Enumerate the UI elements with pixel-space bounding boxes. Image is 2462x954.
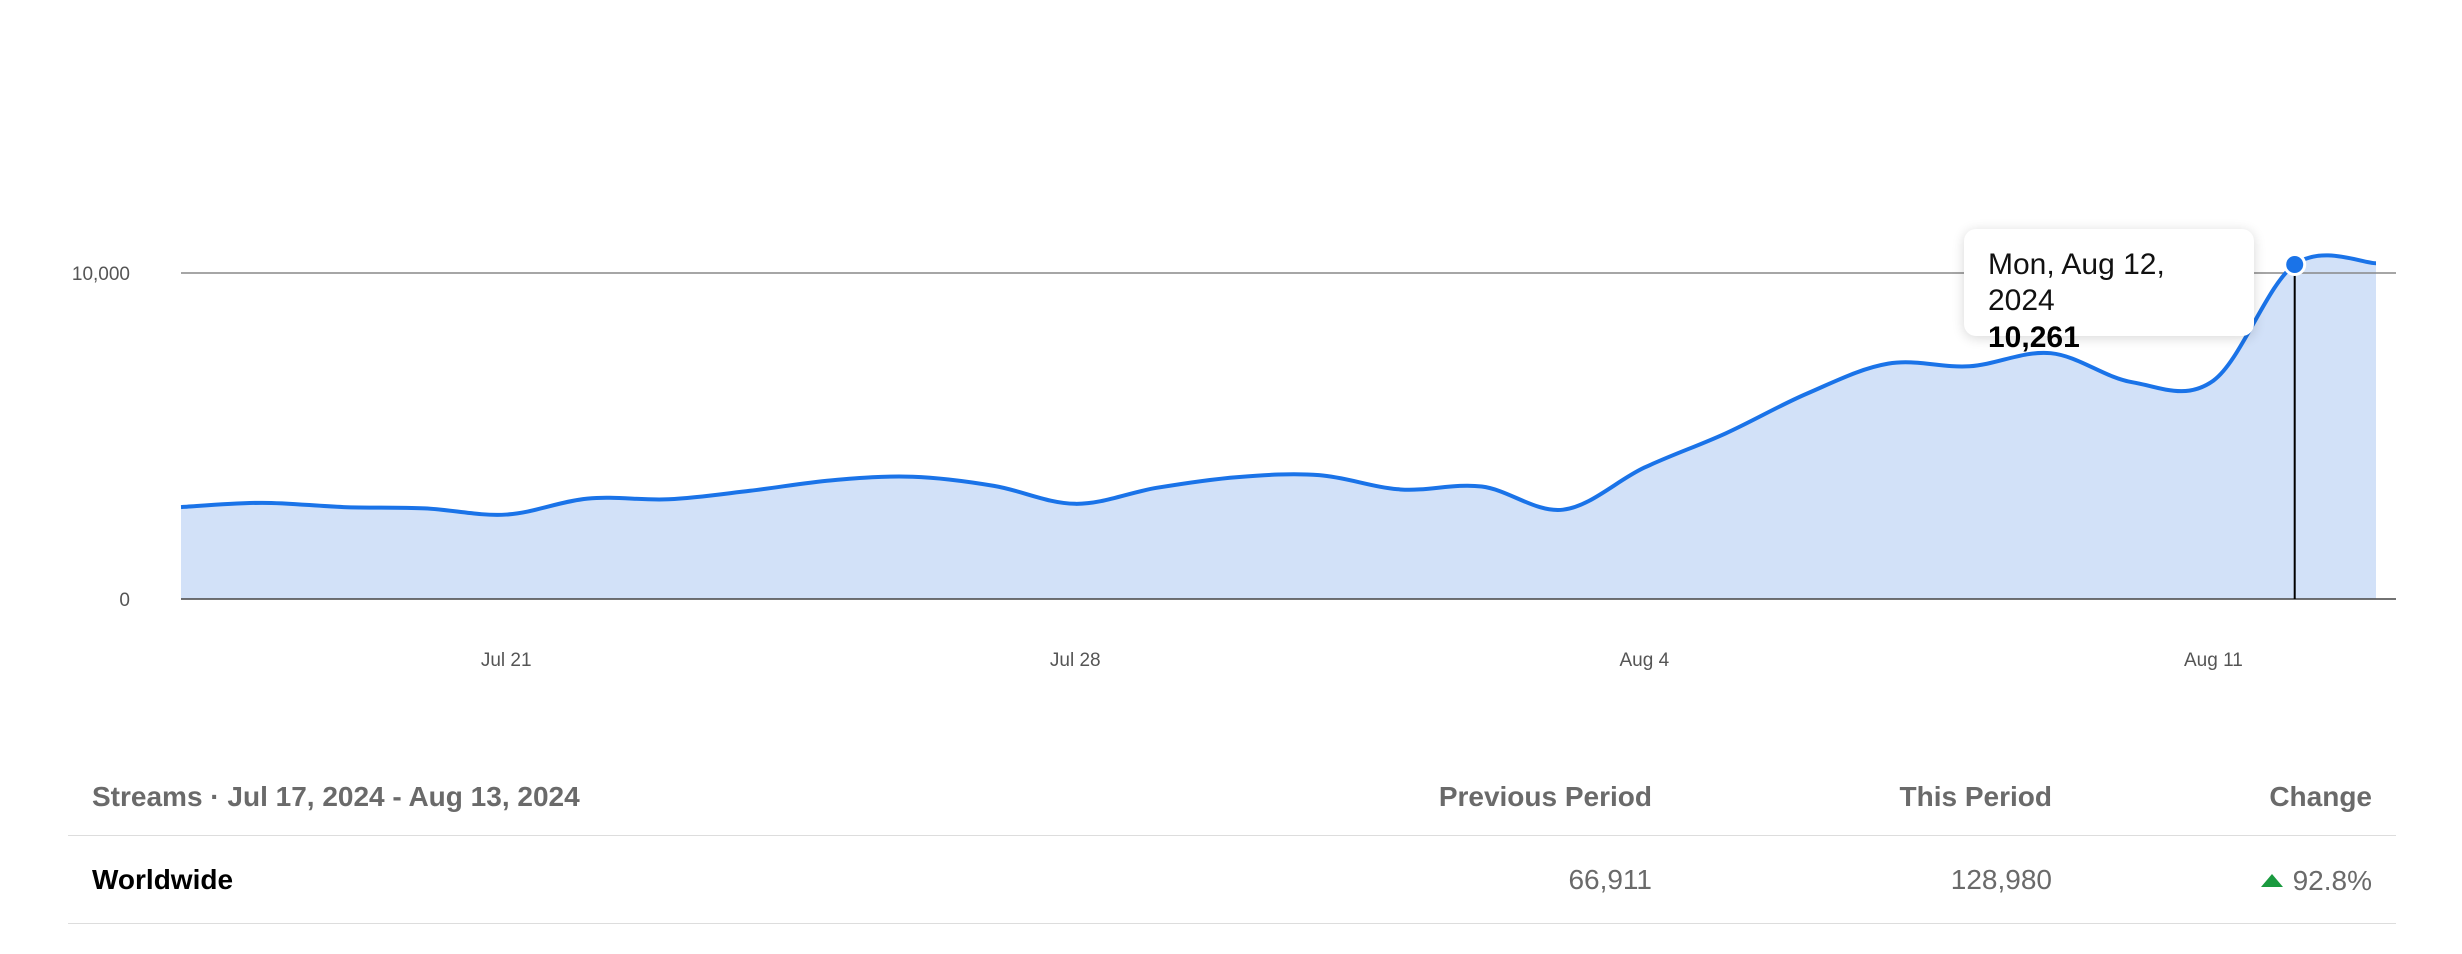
table-title: Streams · Jul 17, 2024 - Aug 13, 2024 (92, 780, 580, 812)
x-tick-label: Jul 28 (1050, 650, 1101, 671)
streams-summary-table: Streams · Jul 17, 2024 - Aug 13, 2024 Pr… (68, 758, 2396, 924)
column-change: Change (2269, 780, 2372, 812)
trend-up-icon (2260, 874, 2283, 888)
column-previous-period: Previous Period (1438, 780, 1652, 812)
y-tick-label: 10,000 (72, 264, 130, 285)
previous-period-value: 66,911 (1568, 863, 1652, 895)
table-header-row: Streams · Jul 17, 2024 - Aug 13, 2024 Pr… (68, 758, 2396, 836)
table-row[interactable]: Worldwide 66,911 128,980 92.8% (68, 836, 2396, 924)
series-area (181, 255, 2376, 600)
tooltip-date: Mon, Aug 12, 2024 (1988, 248, 2165, 317)
x-tick-label: Jul 21 (481, 650, 532, 671)
x-tick-label: Aug 11 (2184, 650, 2243, 671)
region-name: Worldwide (92, 863, 234, 895)
series-line (180, 253, 2377, 517)
tooltip-value: 10,261 (1988, 321, 2080, 354)
column-this-period: This Period (1899, 780, 2052, 812)
x-tick-label: Aug 4 (1620, 650, 1670, 671)
change-cell: 92.8% (2052, 862, 2396, 897)
streams-area-chart: 0 10,000 Jul 21 Jul 28 Aug 4 Aug 11 (72, 252, 2396, 671)
highlighted-data-point (2283, 252, 2307, 276)
change-value: 92.8% (2292, 864, 2372, 896)
this-period-value: 128,980 (1950, 863, 2052, 895)
y-tick-label: 0 (119, 590, 130, 611)
chart-tooltip: Mon, Aug 12, 2024 10,261 (1964, 229, 2254, 354)
